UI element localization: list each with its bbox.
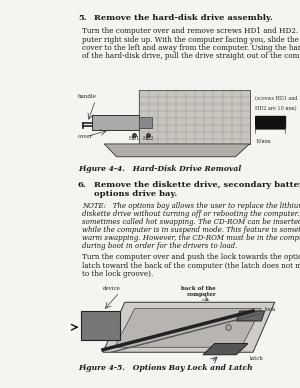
Text: HD2: HD2 [143,136,154,141]
Text: options drive bay.: options drive bay. [94,190,177,198]
Text: 6.: 6. [78,181,87,189]
Polygon shape [203,343,248,355]
Text: sometimes called hot swapping. The CD-ROM can be inserted or removed: sometimes called hot swapping. The CD-RO… [82,218,300,226]
Text: 5.: 5. [78,14,87,22]
Text: HD1: HD1 [129,136,140,141]
Text: Figure 4-4.   Hard-Disk Drive Removal: Figure 4-4. Hard-Disk Drive Removal [78,165,241,173]
Text: device: device [103,286,121,291]
Text: during boot in order for the drivers to load.: during boot in order for the drivers to … [82,242,237,250]
Text: 10mm: 10mm [255,139,271,144]
Text: Remove the hard-disk drive assembly.: Remove the hard-disk drive assembly. [94,14,273,22]
Text: lock: lock [265,307,276,312]
Text: cover to the left and away from the computer. Using the handle on the front: cover to the left and away from the comp… [82,44,300,52]
Text: (screws HD1 and: (screws HD1 and [255,96,298,101]
Text: latch toward the back of the computer (the latch does not move all the way: latch toward the back of the computer (t… [82,262,300,270]
Text: warm swapping. However, the CD-ROM must be in the computer before or: warm swapping. However, the CD-ROM must … [82,234,300,242]
Text: Remove the diskette drive, secondary battery, or CD-ROM from the: Remove the diskette drive, secondary bat… [94,181,300,189]
Text: HD2 are 10 mm): HD2 are 10 mm) [255,106,296,111]
Polygon shape [103,302,275,352]
Polygon shape [104,144,250,157]
Text: Turn the computer over and remove screws HD1 and HD2. Turn the com-: Turn the computer over and remove screws… [82,27,300,35]
Text: diskette drive without turning off or rebooting the computer. This feature is: diskette drive without turning off or re… [82,210,300,218]
Polygon shape [81,311,120,340]
Polygon shape [139,90,250,144]
Text: latch: latch [250,356,263,361]
Text: back of the: back of the [181,286,216,291]
Text: Turn the computer over and push the lock towards the options bay. Slide the: Turn the computer over and push the lock… [82,253,300,261]
Text: Figure 4-5.   Options Bay Lock and Latch: Figure 4-5. Options Bay Lock and Latch [78,364,253,371]
Text: of the hard-disk drive, pull the drive straight out of the computer.: of the hard-disk drive, pull the drive s… [82,52,300,61]
Text: NOTE:   The options bay allows the user to replace the lithium ion battery or: NOTE: The options bay allows the user to… [82,202,300,210]
Polygon shape [236,311,265,321]
Text: computer: computer [186,292,216,297]
Bar [255,116,285,128]
Polygon shape [139,117,152,128]
Text: while the computer is in suspend mode. This feature is sometimes called: while the computer is in suspend mode. T… [82,226,300,234]
Text: to the lock groove).: to the lock groove). [82,270,153,278]
Text: handle: handle [78,94,97,99]
Text: puter right side up. With the computer facing you, slide the hard-disk drive: puter right side up. With the computer f… [82,35,300,43]
Polygon shape [115,308,261,347]
Text: cover: cover [78,133,93,139]
Polygon shape [92,115,139,130]
